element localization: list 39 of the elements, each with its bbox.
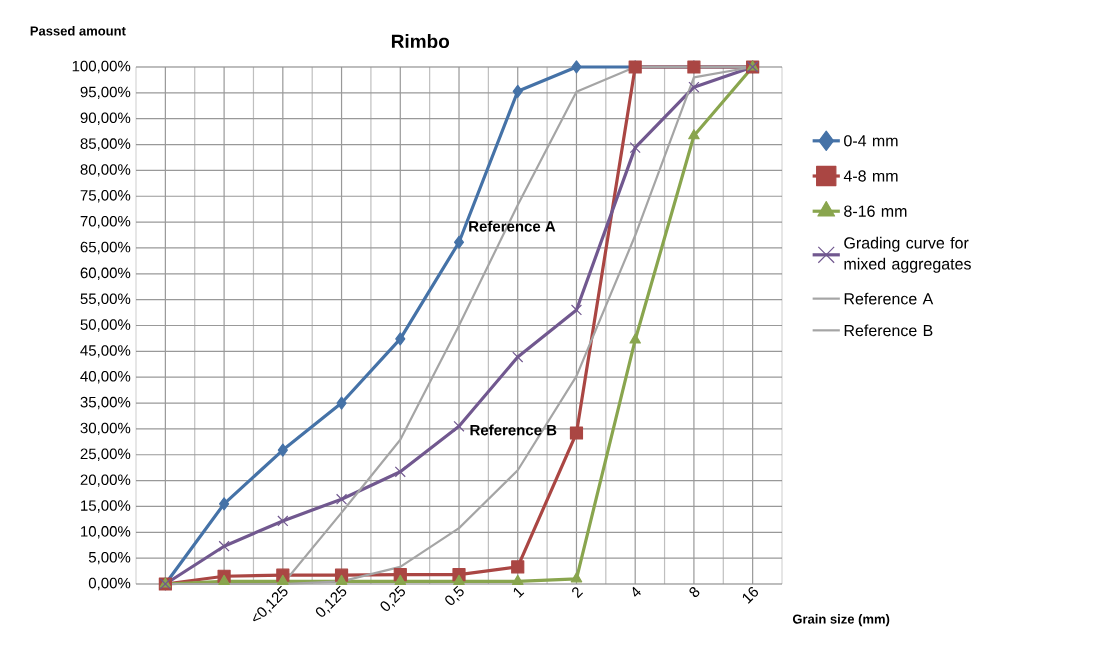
y-axis-title: Passed amount bbox=[30, 26, 126, 36]
y-tick-label: 85,00% bbox=[80, 138, 131, 151]
y-tick-label: 5,00% bbox=[88, 551, 131, 565]
legend-label: 8-16 mm bbox=[844, 205, 907, 217]
legend-label: Reference B bbox=[844, 324, 933, 337]
x-tick-label: 16 bbox=[742, 587, 759, 604]
y-tick-label: 25,00% bbox=[80, 448, 131, 461]
chart-title: Rimbo bbox=[391, 34, 450, 49]
annotation: Reference A bbox=[469, 220, 556, 232]
y-tick-label: 10,00% bbox=[81, 526, 131, 539]
x-tick-label: 0,25 bbox=[380, 585, 406, 611]
x-tick-label: 1 bbox=[513, 587, 525, 598]
legend-label: Reference A bbox=[844, 292, 934, 305]
x-tick-label: 4 bbox=[632, 586, 641, 597]
legend-label: 4-8 mm bbox=[843, 170, 898, 182]
y-tick-label: 55,00% bbox=[80, 293, 131, 306]
y-tick-label: 40,00% bbox=[80, 370, 131, 384]
y-tick-label: 70,00% bbox=[80, 215, 131, 229]
y-tick-label: 60,00% bbox=[80, 267, 131, 280]
legend-label: 0-4 mm bbox=[844, 135, 898, 147]
y-tick-label: 100,00% bbox=[72, 60, 131, 74]
y-tick-label: 80,00% bbox=[80, 164, 131, 177]
y-tick-label: 35,00% bbox=[80, 396, 131, 410]
x-tick-label: 8 bbox=[689, 587, 700, 598]
y-tick-label: 95,00% bbox=[80, 86, 131, 100]
y-tick-label: 0,00% bbox=[88, 577, 131, 591]
y-tick-label: 75,00% bbox=[80, 190, 131, 203]
x-axis-title: Grain size (mm) bbox=[792, 614, 890, 627]
y-tick-label: 65,00% bbox=[80, 241, 131, 255]
y-tick-label: 90,00% bbox=[80, 112, 131, 125]
y-tick-label: 50,00% bbox=[80, 319, 131, 332]
x-tick-label: 2 bbox=[572, 587, 584, 599]
y-tick-label: 45,00% bbox=[80, 345, 131, 358]
legend-label: Grading curve for mixed aggregates bbox=[844, 236, 971, 273]
y-tick-label: 30,00% bbox=[80, 422, 131, 436]
y-tick-label: 15,00% bbox=[81, 500, 131, 513]
y-tick-label: 20,00% bbox=[80, 474, 131, 487]
x-tick-label: 0,5 bbox=[445, 585, 464, 606]
annotation: Reference B bbox=[470, 424, 557, 436]
